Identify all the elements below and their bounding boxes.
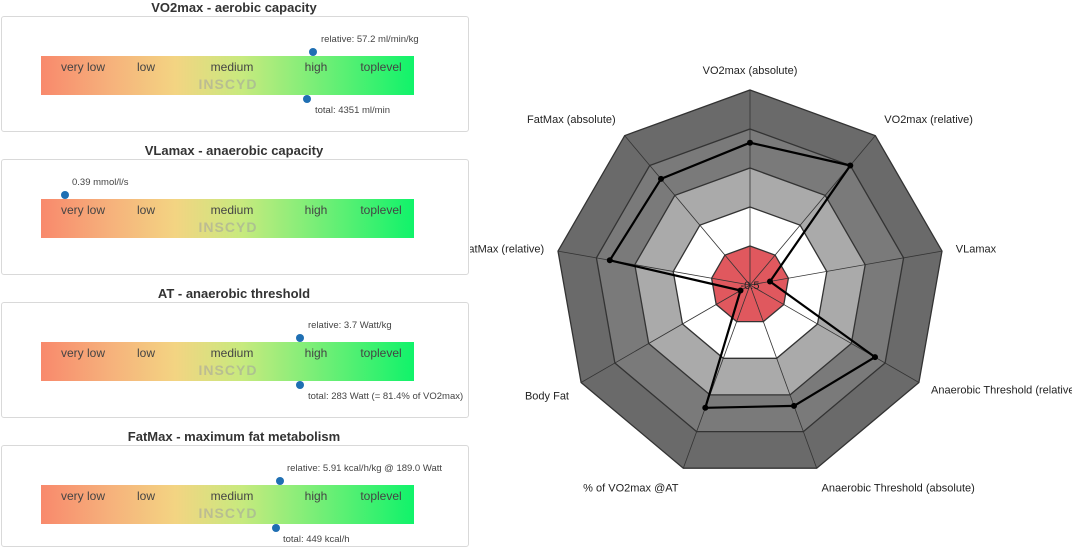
relative-annotation: relative: 5.91 kcal/h/kg @ 189.0 Watt: [287, 463, 443, 474]
radar-axis-line: [749, 284, 818, 469]
vo2max-panel: VO2max - aerobic capacity very low low m…: [0, 0, 469, 140]
panel-title: AT - anaerobic threshold: [157, 286, 311, 301]
scale-label-medium: medium: [210, 60, 254, 74]
scale-bar: very low low medium high toplevel INSCYD: [41, 342, 414, 381]
scale-label-high: high: [304, 346, 328, 360]
inscyd-logo: INSCYD: [198, 219, 258, 235]
relative-marker: [309, 48, 317, 56]
inscyd-logo: INSCYD: [198, 76, 258, 92]
radar-axis-label: % of VO2max @AT: [583, 482, 679, 494]
scale-label-low: low: [136, 489, 156, 503]
scale-label-toplevel: toplevel: [360, 346, 402, 360]
radar-data-point: [767, 278, 773, 285]
scale-label-very-low: very low: [60, 489, 106, 503]
radar-axis-label: VLamax: [956, 244, 997, 256]
radar-axis-label: VO2max (absolute): [703, 65, 798, 77]
scale-label-medium: medium: [210, 203, 254, 217]
panel-title: FatMax - maximum fat metabolism: [127, 429, 341, 444]
radar-axis-line: [580, 284, 751, 383]
radar-axis-line: [749, 250, 943, 286]
panel-box: very low low medium high toplevel INSCYD…: [1, 16, 469, 132]
scale-label-very-low: very low: [60, 203, 106, 217]
radar-axis-line: [749, 284, 920, 383]
panel-title: VLamax - anaerobic capacity: [144, 143, 324, 158]
radar-data-point: [658, 175, 664, 182]
relative-marker: [296, 334, 304, 342]
radar-axis-line: [749, 135, 876, 286]
relative-marker: [276, 477, 284, 485]
radar-data-point: [737, 287, 744, 294]
radar-center-label: -0.5: [741, 280, 760, 292]
scale-label-toplevel: toplevel: [360, 203, 402, 217]
inscyd-logo: INSCYD: [198, 505, 258, 521]
radar-axis-label: Anaerobic Threshold (absolute): [822, 482, 975, 494]
scale-label-low: low: [136, 203, 156, 217]
scale-bar: very low low medium high toplevel INSCYD: [41, 485, 414, 524]
scale-label-high: high: [304, 60, 328, 74]
total-marker: [296, 381, 304, 389]
panel-box: very low low medium high toplevel INSCYD…: [1, 159, 469, 275]
radar-data-point: [791, 402, 797, 409]
panel-box: very low low medium high toplevel INSCYD…: [1, 302, 469, 418]
scale-label-toplevel: toplevel: [360, 60, 402, 74]
total-marker: [303, 95, 311, 103]
radar-data-point: [847, 162, 854, 169]
radar-data-point: [606, 257, 613, 264]
value-marker: [61, 191, 69, 199]
scale-label-low: low: [136, 60, 156, 74]
relative-annotation: relative: 3.7 Watt/kg: [308, 320, 392, 331]
scale-label-low: low: [136, 346, 156, 360]
radar-axis-line: [624, 135, 751, 286]
scale-bar: very low low medium high toplevel INSCYD: [41, 56, 414, 95]
scale-label-high: high: [304, 489, 328, 503]
scale-label-medium: medium: [210, 489, 254, 503]
radar-axis-label: FatMax (relative): [470, 244, 544, 256]
radar-data-line: [608, 141, 877, 409]
total-annotation: total: 4351 ml/min: [315, 105, 390, 116]
radar-data-point: [872, 354, 878, 361]
scale-label-toplevel: toplevel: [360, 489, 402, 503]
radar-axis-label: FatMax (absolute): [527, 114, 616, 126]
total-marker: [272, 524, 280, 532]
fatmax-panel: FatMax - maximum fat metabolism very low…: [0, 429, 469, 547]
vlamax-panel: VLamax - anaerobic capacity very low low…: [0, 143, 469, 283]
radar-data-point: [747, 139, 753, 146]
panel-box: very low low medium high toplevel INSCYD…: [1, 445, 469, 547]
relative-annotation: relative: 57.2 ml/min/kg: [321, 34, 419, 45]
scale-bar: very low low medium high toplevel INSCYD: [41, 199, 414, 238]
total-annotation: total: 449 kcal/h: [283, 534, 350, 545]
radar-axis-line: [682, 284, 751, 469]
radar-axis-label: VO2max (relative): [884, 114, 973, 126]
at-panel: AT - anaerobic threshold very low low me…: [0, 286, 469, 426]
scale-label-very-low: very low: [60, 60, 106, 74]
scale-label-very-low: very low: [60, 346, 106, 360]
radar-data-point: [702, 404, 709, 411]
radar-axis-label: Body Fat: [525, 391, 569, 403]
total-annotation: total: 283 Watt (= 81.4% of VO2max): [308, 391, 464, 402]
inscyd-logo: INSCYD: [198, 362, 258, 378]
radar-axis-label: Anaerobic Threshold (relative): [931, 385, 1072, 397]
scale-label-high: high: [304, 203, 328, 217]
panel-title: VO2max - aerobic capacity: [151, 0, 317, 15]
radar-chart: -0.5 VO2max (absolute) VO2max (relative) VL…: [470, 65, 1072, 494]
value-annotation: 0.39 mmol/l/s: [72, 177, 129, 188]
scale-label-medium: medium: [210, 346, 254, 360]
radar-axis-line: [557, 250, 751, 286]
